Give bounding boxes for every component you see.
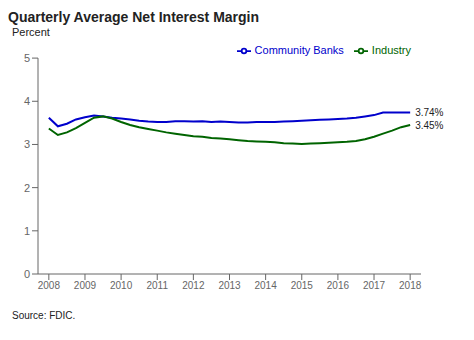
html-text:Industry: Industry xyxy=(371,44,411,56)
svg-text:2018: 2018 xyxy=(399,280,422,291)
svg-text:3: 3 xyxy=(24,138,30,150)
svg-text:2015: 2015 xyxy=(291,280,314,291)
svg-text:0: 0 xyxy=(24,268,30,280)
svg-text:2017: 2017 xyxy=(363,280,386,291)
svg-text:2012: 2012 xyxy=(182,280,205,291)
svg-text:2013: 2013 xyxy=(218,280,241,291)
svg-text:4: 4 xyxy=(24,95,30,107)
svg-text:2008: 2008 xyxy=(38,280,61,291)
svg-text:2: 2 xyxy=(24,182,30,194)
svg-text:2016: 2016 xyxy=(327,280,350,291)
svg-text:2011: 2011 xyxy=(146,280,168,291)
svg-text:2014: 2014 xyxy=(255,280,278,291)
svg-text:1: 1 xyxy=(24,225,30,237)
html-text:Percent: Percent xyxy=(12,26,50,38)
svg-text:3.45%: 3.45% xyxy=(415,120,443,131)
svg-text:3.74%: 3.74% xyxy=(415,107,443,118)
html-text:Community Banks: Community Banks xyxy=(254,44,344,56)
html-text:Quarterly Average Net Interest: Quarterly Average Net Interest Margin xyxy=(8,9,259,25)
svg-text:5: 5 xyxy=(24,52,30,64)
html-text:Source: FDIC.: Source: FDIC. xyxy=(12,310,76,321)
svg-text:2010: 2010 xyxy=(110,280,133,291)
svg-text:2009: 2009 xyxy=(74,280,97,291)
